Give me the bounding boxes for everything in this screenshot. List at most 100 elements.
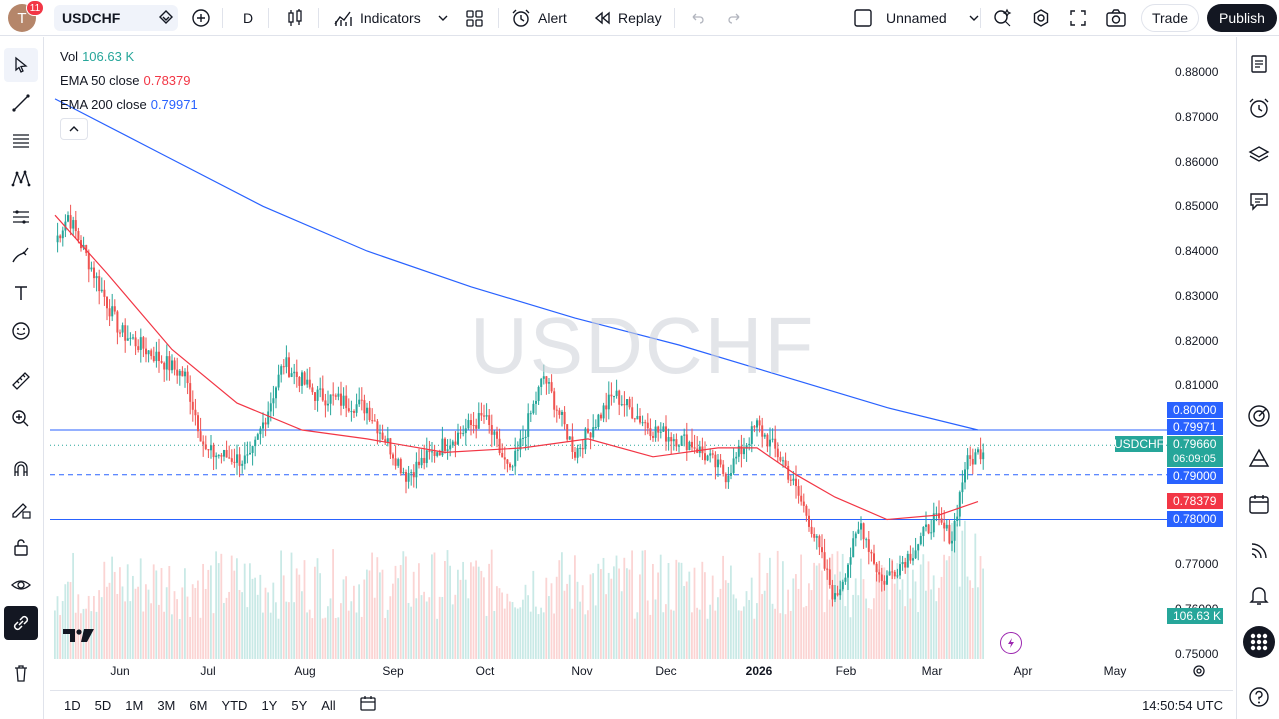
volume-bar <box>59 615 61 659</box>
help-button[interactable] <box>1241 679 1277 715</box>
trade-button[interactable]: Trade <box>1141 4 1199 32</box>
indicators-dropdown[interactable] <box>436 0 450 36</box>
time-axis[interactable]: Jun Jul Aug Sep Oct Nov Dec 2026 Feb Mar Apr May <box>50 659 1167 683</box>
candle-body <box>732 458 735 474</box>
collapse-legend-button[interactable] <box>60 118 88 140</box>
volume-bar <box>111 556 113 659</box>
volume-bar <box>745 591 748 659</box>
magnet-tool[interactable] <box>4 452 38 486</box>
alerts-panel-button[interactable] <box>1241 90 1277 126</box>
notifications-button[interactable] <box>1241 577 1277 613</box>
candle-body <box>150 350 153 357</box>
brush-tool[interactable] <box>4 238 38 272</box>
ema200-line[interactable] <box>54 98 979 431</box>
fullscreen-button[interactable] <box>1068 0 1088 36</box>
date-range-button[interactable] <box>358 693 378 718</box>
quick-search-button[interactable] <box>992 0 1014 36</box>
volume-bar <box>139 558 142 659</box>
chart-type-button[interactable] <box>284 0 306 36</box>
icon-tool[interactable] <box>4 314 38 348</box>
measure-tool[interactable] <box>4 364 38 398</box>
text-tool[interactable] <box>4 276 38 310</box>
remove-drawings-tool[interactable] <box>4 656 38 690</box>
volume-bar <box>896 563 899 659</box>
products-button[interactable] <box>1241 624 1277 660</box>
alert-button[interactable]: Alert <box>510 0 567 36</box>
settings-button[interactable] <box>1030 0 1052 36</box>
volume-bar <box>488 563 490 659</box>
range-button-5d[interactable]: 5D <box>94 697 112 713</box>
candle-body <box>490 425 493 435</box>
ideas-button[interactable] <box>1241 398 1277 434</box>
compare-symbol-button[interactable] <box>190 0 212 36</box>
symbol-dropdown-icon[interactable] <box>158 9 174 28</box>
range-button-6m[interactable]: 6M <box>189 697 208 713</box>
layout-name-button[interactable]: Unnamed <box>852 0 981 36</box>
axis-settings-button[interactable] <box>1191 663 1207 684</box>
forecast-tool[interactable] <box>4 200 38 234</box>
price-axis[interactable]: 0.88000 0.87000 0.86000 0.85000 0.84000 0.830… <box>1114 40 1233 685</box>
candle-body <box>896 575 899 577</box>
candle-body <box>516 449 519 451</box>
trendline-tool[interactable] <box>4 86 38 120</box>
candle-body <box>600 414 602 419</box>
fib-tool[interactable] <box>4 124 38 158</box>
candle-body <box>77 231 80 241</box>
volume-bar <box>628 569 631 659</box>
zoom-tool[interactable] <box>4 402 38 436</box>
volume-bar <box>464 579 467 659</box>
candle-body <box>792 478 795 481</box>
candle-body <box>493 431 496 435</box>
symbol-search-button[interactable]: USDCHF <box>54 5 178 31</box>
layouts-button[interactable] <box>464 0 486 36</box>
candle-body <box>126 338 129 341</box>
tradingview-logo[interactable] <box>62 626 96 649</box>
volume-bar <box>337 617 340 659</box>
volume-bar <box>204 588 207 659</box>
calendar-button[interactable] <box>1241 486 1277 522</box>
volume-bar <box>358 584 360 659</box>
watchlist-button[interactable] <box>1241 46 1277 82</box>
volume-bar <box>225 597 228 659</box>
object-tree-button[interactable] <box>1241 137 1277 173</box>
range-button-5y[interactable]: 5Y <box>291 697 308 713</box>
utc-clock[interactable]: 14:50:54 UTC <box>1142 697 1223 713</box>
range-button-all[interactable]: All <box>321 697 336 713</box>
events-button[interactable] <box>1000 632 1022 654</box>
cursor-tool[interactable] <box>4 48 38 82</box>
chats-button[interactable] <box>1241 183 1277 219</box>
indicators-button[interactable]: Indicators <box>332 0 421 36</box>
volume-bar <box>727 582 730 659</box>
range-button-1m[interactable]: 1M <box>125 697 144 713</box>
stay-drawing-tool[interactable] <box>4 492 38 526</box>
range-button-1d[interactable]: 1D <box>64 697 81 713</box>
volume-bar <box>392 583 394 659</box>
volume-bar <box>633 618 636 659</box>
redo-button[interactable] <box>726 0 744 36</box>
replay-button[interactable]: Replay <box>592 0 662 36</box>
snapshot-button[interactable] <box>1104 0 1128 36</box>
range-button-3m[interactable]: 3M <box>157 697 176 713</box>
candle-body <box>204 444 207 450</box>
streams-button[interactable] <box>1241 533 1277 569</box>
legend-ema200[interactable]: EMA 200 close 0.79971 <box>60 97 198 112</box>
candle-body <box>680 435 683 446</box>
ema50-line[interactable] <box>54 214 979 521</box>
pine-editor-button[interactable] <box>1241 441 1277 477</box>
pattern-tool[interactable] <box>4 162 38 196</box>
ema200-tag: 0.79971 <box>1167 419 1223 435</box>
range-button-1y[interactable]: 1Y <box>261 697 278 713</box>
candle-body <box>740 445 743 455</box>
time-tick-label: Feb <box>835 664 857 678</box>
interval-button[interactable]: D <box>243 0 253 36</box>
lock-drawings-tool[interactable] <box>4 530 38 564</box>
link-tool[interactable] <box>4 606 38 640</box>
publish-button[interactable]: Publish <box>1207 4 1277 32</box>
candle-body <box>571 436 574 452</box>
range-button-ytd[interactable]: YTD <box>221 697 248 713</box>
volume-bar <box>717 597 719 659</box>
legend-volume[interactable]: Vol 106.63 K <box>60 49 134 64</box>
legend-ema50[interactable]: EMA 50 close 0.78379 <box>60 73 191 88</box>
hide-drawings-tool[interactable] <box>4 568 38 602</box>
undo-button[interactable] <box>688 0 706 36</box>
